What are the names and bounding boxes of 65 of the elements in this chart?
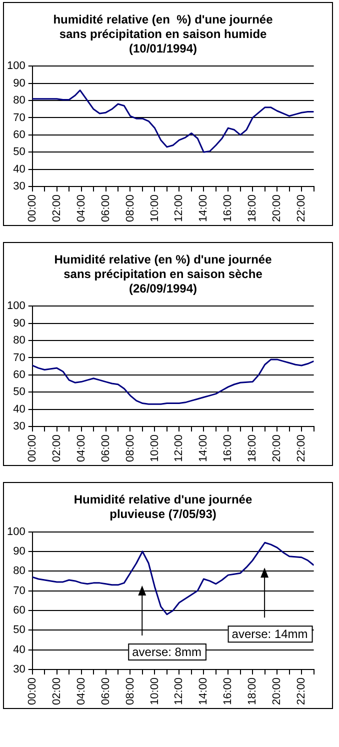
x-tick-label: 18:00 xyxy=(246,194,259,222)
x-tick-label: 14:00 xyxy=(198,677,210,706)
x-tick-label: 08:00 xyxy=(124,434,136,462)
x-tick-label: 14:00 xyxy=(198,434,210,462)
x-tick-label: 10:00 xyxy=(148,434,161,462)
x-tick-label: 10:00 xyxy=(148,677,161,706)
y-tick-label: 70 xyxy=(13,352,26,364)
x-tick-label: 06:00 xyxy=(100,677,112,706)
y-tick-label: 40 xyxy=(13,403,26,416)
x-tick-label: 12:00 xyxy=(173,677,186,706)
y-tick-label: 40 xyxy=(13,163,26,176)
x-tick-label: 10:00 xyxy=(148,194,161,222)
y-tick-label: 50 xyxy=(13,624,26,636)
y-tick-label: 90 xyxy=(13,77,26,90)
x-tick-label: 16:00 xyxy=(222,677,234,706)
x-tick-label: 14:00 xyxy=(198,194,210,222)
x-tick-label: 04:00 xyxy=(75,434,88,462)
x-tick-label: 04:00 xyxy=(75,194,88,222)
x-tick-label: 02:00 xyxy=(50,194,63,222)
y-tick-label: 30 xyxy=(13,664,26,676)
y-tick-label: 60 xyxy=(13,128,26,141)
x-tick-label: 04:00 xyxy=(75,677,88,706)
x-tick-label: 18:00 xyxy=(246,677,259,706)
chart-title: humidité relative (en %) d'une journée sans précipitation en saison humide (10/01/1994) xyxy=(53,12,274,56)
annotation: averse: 14mm xyxy=(232,626,308,641)
y-tick-label: 90 xyxy=(13,317,26,330)
y-tick-label: 80 xyxy=(13,94,26,107)
x-tick-label: 00:00 xyxy=(26,194,38,222)
x-tick-label: 06:00 xyxy=(100,434,112,462)
y-tick-label: 70 xyxy=(13,112,26,124)
x-tick-label: 02:00 xyxy=(50,677,63,706)
x-tick-label: 20:00 xyxy=(271,677,284,706)
chart-title: Humidité relative (en %) d'une journée sans précipitation en saison sèche (26/09/1994) xyxy=(54,252,272,296)
x-tick-label: 00:00 xyxy=(26,434,38,462)
x-tick-label: 20:00 xyxy=(271,434,284,462)
x-tick-label: 22:00 xyxy=(296,434,308,462)
y-tick-label: 30 xyxy=(13,180,26,193)
x-tick-label: 06:00 xyxy=(100,194,112,222)
x-tick-label: 20:00 xyxy=(271,194,284,222)
y-tick-label: 40 xyxy=(13,644,26,656)
x-tick-label: 08:00 xyxy=(124,677,136,706)
x-tick-label: 12:00 xyxy=(173,434,186,462)
y-tick-label: 90 xyxy=(13,546,26,558)
x-tick-label: 00:00 xyxy=(26,677,38,706)
y-tick-label: 30 xyxy=(13,420,26,433)
x-tick-label: 22:00 xyxy=(296,677,308,706)
y-tick-label: 100 xyxy=(6,300,26,312)
x-tick-label: 18:00 xyxy=(246,434,259,462)
x-tick-label: 08:00 xyxy=(124,194,136,222)
x-tick-label: 02:00 xyxy=(50,434,63,462)
y-tick-label: 80 xyxy=(13,334,26,347)
y-tick-label: 80 xyxy=(13,565,26,578)
y-tick-label: 100 xyxy=(6,60,26,72)
y-tick-label: 70 xyxy=(13,584,26,597)
x-tick-label: 12:00 xyxy=(173,194,186,222)
x-tick-label: 16:00 xyxy=(222,194,234,222)
x-tick-label: 22:00 xyxy=(296,194,308,222)
y-tick-label: 50 xyxy=(13,146,26,158)
chart-title: Humidité relative d'une journée pluvieuse (7/05/93) xyxy=(74,492,252,521)
annotation: averse: 8mm xyxy=(132,644,202,659)
y-tick-label: 50 xyxy=(13,386,26,398)
x-tick-label: 16:00 xyxy=(222,434,234,462)
y-tick-label: 60 xyxy=(13,368,26,381)
y-tick-label: 100 xyxy=(6,526,26,538)
y-tick-label: 60 xyxy=(13,604,26,616)
